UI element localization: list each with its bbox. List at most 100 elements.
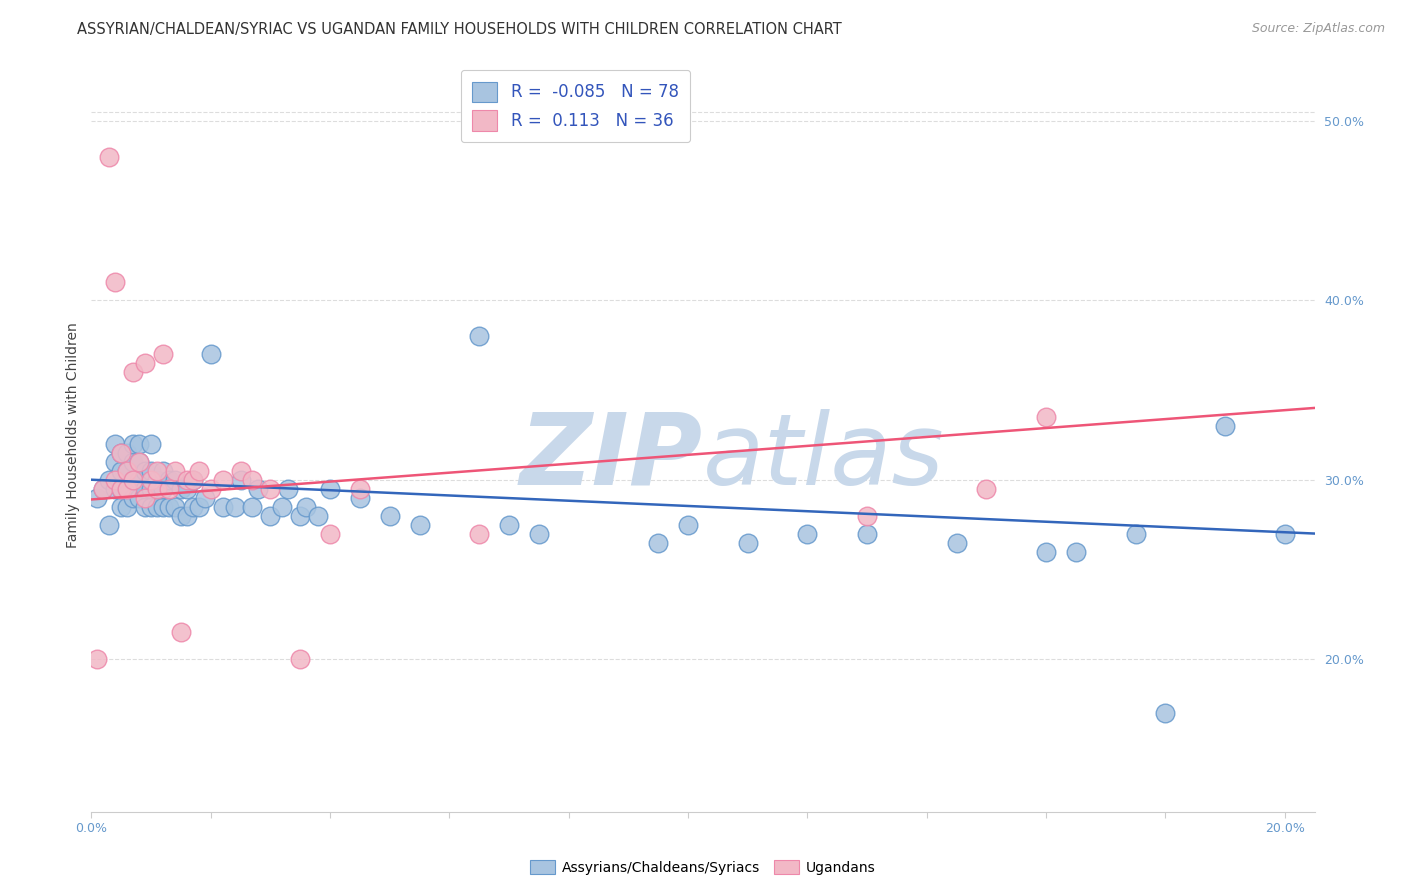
Legend: Assyrians/Chaldeans/Syriacs, Ugandans: Assyrians/Chaldeans/Syriacs, Ugandans (524, 855, 882, 880)
Point (211, 473, 233, 487)
Point (277, 482, 299, 496)
Point (181, 473, 204, 487)
Point (115, 482, 138, 496)
Point (856, 526, 879, 541)
Point (242, 473, 264, 487)
Point (1274, 526, 1296, 541)
Point (319, 526, 342, 541)
Text: Source: ZipAtlas.com: Source: ZipAtlas.com (1251, 22, 1385, 36)
Point (134, 482, 156, 496)
Point (163, 473, 186, 487)
Point (128, 455, 150, 469)
Point (247, 482, 270, 496)
Point (104, 473, 127, 487)
Point (146, 482, 169, 496)
Point (122, 473, 145, 487)
Point (976, 482, 998, 496)
Point (378, 508, 401, 523)
Point (1125, 526, 1147, 541)
Point (152, 347, 174, 361)
Point (86, 491, 108, 505)
Point (307, 508, 329, 523)
Point (856, 508, 879, 523)
Point (181, 500, 204, 514)
Point (211, 500, 233, 514)
Point (110, 500, 132, 514)
Point (498, 517, 520, 532)
Point (170, 482, 193, 496)
Point (128, 491, 150, 505)
Point (647, 535, 669, 549)
Point (122, 455, 145, 469)
Point (187, 464, 209, 478)
Legend: R =  -0.085   N = 78, R =  0.113   N = 36: R = -0.085 N = 78, R = 0.113 N = 36 (461, 70, 690, 143)
Point (408, 517, 430, 532)
Point (242, 500, 264, 514)
Point (146, 464, 169, 478)
Point (139, 482, 162, 496)
Point (349, 491, 371, 505)
Point (122, 365, 145, 379)
Point (1035, 544, 1057, 558)
Point (170, 508, 193, 523)
Point (271, 500, 294, 514)
Point (319, 482, 342, 496)
Point (290, 652, 312, 666)
Point (139, 500, 162, 514)
Point (122, 491, 145, 505)
Point (152, 464, 174, 478)
Point (110, 482, 132, 496)
Point (110, 446, 132, 460)
Point (468, 329, 491, 343)
Point (229, 464, 252, 478)
Point (157, 482, 180, 496)
Point (115, 464, 138, 478)
Point (139, 464, 162, 478)
Point (98, 517, 121, 532)
Point (181, 473, 204, 487)
Point (152, 500, 174, 514)
Point (122, 473, 145, 487)
Point (187, 500, 209, 514)
Point (122, 437, 145, 451)
Point (115, 482, 138, 496)
Point (115, 446, 138, 460)
Point (527, 526, 550, 541)
Point (115, 500, 138, 514)
Point (1064, 544, 1087, 558)
Point (134, 500, 156, 514)
Point (349, 482, 371, 496)
Point (200, 482, 222, 496)
Point (146, 473, 169, 487)
Point (157, 500, 180, 514)
Point (157, 473, 180, 487)
Point (229, 473, 252, 487)
Point (98, 473, 121, 487)
Point (170, 625, 193, 640)
Text: ZIP: ZIP (520, 409, 703, 506)
Point (146, 500, 169, 514)
Point (676, 517, 699, 532)
Point (295, 500, 318, 514)
Point (104, 455, 127, 469)
Text: ASSYRIAN/CHALDEAN/SYRIAC VS UGANDAN FAMILY HOUSEHOLDS WITH CHILDREN CORRELATION : ASSYRIAN/CHALDEAN/SYRIAC VS UGANDAN FAMI… (77, 22, 842, 37)
Point (110, 464, 132, 478)
Point (737, 535, 759, 549)
Point (152, 482, 174, 496)
Point (176, 473, 198, 487)
Point (259, 482, 281, 496)
Text: atlas: atlas (703, 409, 945, 506)
Point (139, 473, 162, 487)
Point (468, 526, 491, 541)
Point (163, 464, 186, 478)
Point (104, 275, 127, 289)
Point (194, 491, 217, 505)
Point (128, 473, 150, 487)
Point (176, 508, 198, 523)
Point (176, 482, 198, 496)
Point (86, 652, 108, 666)
Point (110, 482, 132, 496)
Point (91, 482, 114, 496)
Point (115, 464, 138, 478)
Point (110, 446, 132, 460)
